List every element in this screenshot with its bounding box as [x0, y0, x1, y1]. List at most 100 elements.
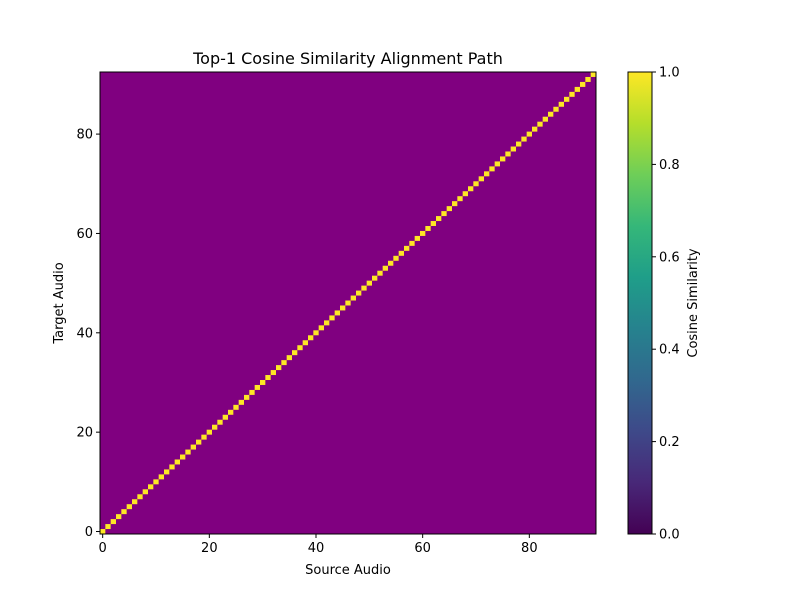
- path-cell: [340, 305, 346, 311]
- path-cell: [148, 484, 154, 490]
- path-cell: [244, 394, 250, 400]
- path-cell: [142, 489, 148, 495]
- y-axis-ticks: 0 20 40 60 80: [76, 128, 100, 540]
- path-cell: [185, 449, 191, 455]
- path-cell: [366, 280, 372, 286]
- path-cell: [345, 300, 351, 306]
- path-cell: [505, 151, 511, 157]
- path-cell: [558, 101, 564, 107]
- path-cell: [564, 96, 570, 102]
- path-cell: [425, 226, 431, 231]
- path-cell: [372, 275, 378, 281]
- path-cell: [228, 409, 234, 415]
- plot-frame: [99, 71, 597, 535]
- path-cell: [409, 240, 415, 246]
- path-cell: [484, 171, 490, 177]
- path-cell: [105, 524, 111, 530]
- colorbar-ticks: 0.0 0.2 0.4 0.6 0.8 1.0: [652, 66, 680, 543]
- path-cell: [217, 419, 223, 425]
- path-cell: [329, 315, 335, 321]
- path-cell: [313, 330, 319, 336]
- path-cell: [361, 285, 367, 291]
- path-cell: [574, 86, 580, 92]
- path-cell: [121, 509, 127, 515]
- path-cell: [500, 156, 506, 162]
- path-cell: [489, 166, 495, 172]
- path-cell: [318, 325, 324, 331]
- path-cell: [356, 290, 362, 296]
- path-cell: [100, 529, 106, 534]
- colorbar-tick-label: 0.0: [659, 528, 680, 543]
- path-cell: [260, 380, 266, 385]
- path-cell: [548, 111, 554, 117]
- path-cell: [137, 494, 143, 500]
- path-cell: [308, 335, 314, 341]
- chart-title: Top-1 Cosine Similarity Alignment Path: [192, 49, 503, 68]
- heatmap-plot-area: [99, 71, 597, 535]
- path-cell: [532, 126, 538, 132]
- y-tick-label: 40: [76, 326, 93, 341]
- path-cell: [542, 116, 548, 122]
- path-cell: [302, 340, 308, 346]
- path-cell: [478, 176, 484, 182]
- path-cell: [334, 310, 340, 316]
- path-cell: [468, 186, 474, 192]
- colorbar-tick-label: 0.4: [659, 343, 680, 358]
- path-cell: [265, 375, 271, 380]
- path-cell: [457, 196, 463, 202]
- path-cell: [206, 429, 212, 435]
- path-cell: [254, 384, 260, 390]
- y-tick-label: 20: [76, 426, 93, 441]
- colorbar-tick-label: 0.6: [659, 250, 680, 265]
- y-tick-label: 60: [76, 227, 93, 242]
- path-cell: [126, 504, 132, 510]
- colorbar-label: Cosine Similarity: [686, 248, 701, 358]
- path-cell: [164, 469, 170, 475]
- path-cell: [222, 414, 228, 420]
- path-cell: [169, 464, 175, 470]
- path-cell: [249, 389, 255, 395]
- x-axis-label: Source Audio: [305, 563, 391, 578]
- path-cell: [388, 260, 394, 266]
- path-cell: [414, 235, 420, 241]
- path-cell: [132, 499, 138, 505]
- path-cell: [110, 519, 116, 525]
- path-cell: [190, 444, 196, 450]
- path-cell: [276, 365, 282, 371]
- y-tick-label: 80: [76, 128, 93, 143]
- path-cell: [580, 81, 586, 87]
- path-cell: [569, 91, 575, 97]
- path-cell: [526, 131, 532, 137]
- x-tick-label: 0: [99, 541, 107, 556]
- path-cell: [201, 434, 207, 440]
- path-cell: [196, 439, 202, 445]
- path-cell: [212, 424, 218, 430]
- path-cell: [377, 270, 383, 276]
- path-cell: [462, 191, 468, 197]
- path-cell: [553, 106, 559, 112]
- path-cell: [281, 360, 287, 366]
- path-cell: [430, 221, 436, 226]
- path-cell: [404, 245, 410, 251]
- path-cell: [233, 404, 239, 410]
- path-cell: [516, 141, 522, 147]
- path-cell: [286, 355, 292, 361]
- y-axis-label: Target Audio: [52, 262, 67, 344]
- path-cell: [382, 265, 388, 271]
- colorbar-tick-label: 0.8: [659, 158, 680, 173]
- path-cell: [452, 201, 458, 207]
- path-cell: [158, 474, 164, 480]
- colorbar-tick-label: 0.2: [659, 435, 680, 450]
- path-cell: [297, 345, 303, 351]
- path-cell: [441, 211, 447, 217]
- path-cell: [393, 255, 399, 261]
- path-cell: [324, 320, 330, 326]
- path-cell: [174, 459, 180, 465]
- path-cell: [116, 514, 122, 520]
- x-tick-label: 40: [308, 541, 325, 556]
- path-cell: [473, 181, 479, 187]
- x-tick-label: 80: [521, 541, 538, 556]
- colorbar-tick-label: 1.0: [659, 66, 680, 81]
